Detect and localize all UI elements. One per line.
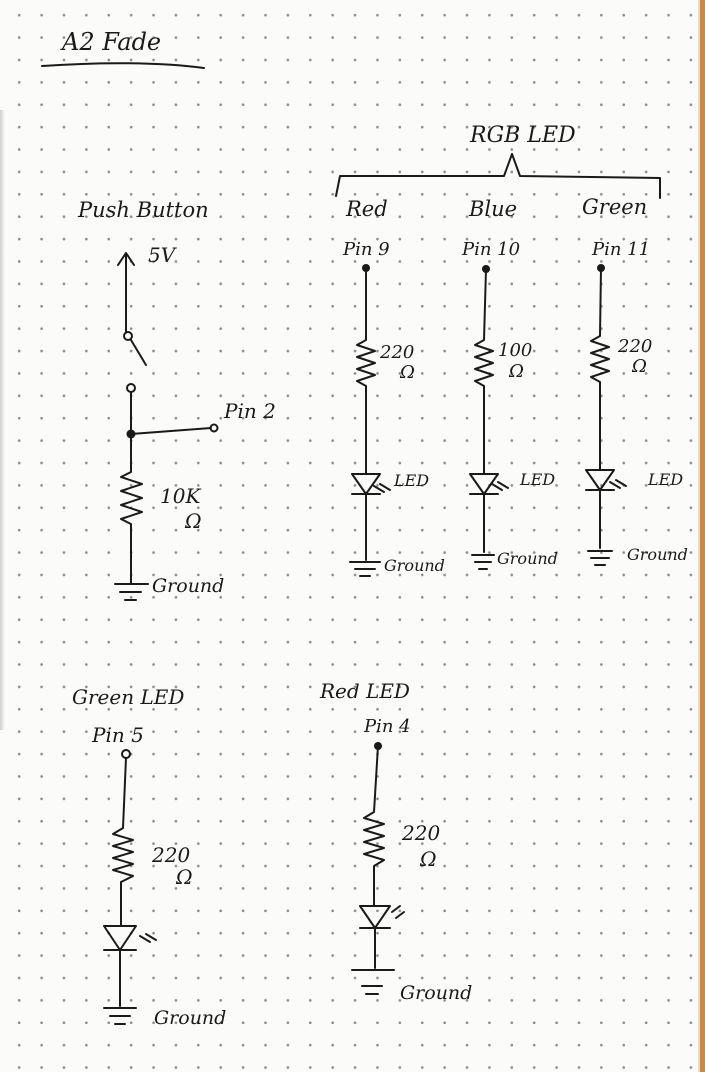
green-led-emission-icon [139, 933, 157, 943]
red-led-resistor-unit: Ω [419, 847, 437, 871]
red-led-resistor [363, 745, 385, 907]
rgb-green-led-icon [585, 469, 615, 549]
rgb-led-label: RGB LED [469, 123, 576, 148]
push-button-circuit: Push Button 5V Pin 2 10K Ω Ground [77, 198, 276, 601]
pin2-terminal [209, 423, 219, 433]
green-led-ground-icon [103, 1007, 137, 1025]
switch-contact-bottom [126, 383, 136, 393]
green-led-resistor-value: 220 [151, 843, 190, 867]
switch-lever [130, 339, 147, 366]
rgb-red-resistor [356, 267, 376, 475]
rgb-blue-ground-icon [471, 554, 495, 570]
green-led-label: Green LED [72, 685, 184, 709]
rgb-blue-emission-icon [491, 481, 509, 491]
rgb-green-resistor-unit: Ω [631, 356, 647, 377]
red-led-pin: Pin 4 [363, 716, 411, 737]
rgb-green-pin: Pin 11 [591, 239, 650, 260]
rgb-blue-ground-label: Ground [497, 549, 558, 568]
rgb-blue-resistor-unit: Ω [508, 361, 524, 382]
rgb-bracket [335, 153, 661, 199]
rgb-red-ground-icon [349, 561, 381, 577]
switch-contact-top [123, 331, 133, 341]
rgb-blue-label: Blue [468, 197, 517, 221]
red-led-emission-icon [391, 905, 405, 919]
rgb-red-channel: Red Pin 9 220 Ω LED Ground [342, 197, 445, 577]
rgb-red-ground-label: Ground [384, 556, 445, 575]
rgb-red-resistor-unit: Ω [399, 362, 415, 383]
rgb-blue-pin: Pin 10 [461, 239, 520, 260]
rgb-green-resistor-value: 220 [617, 336, 652, 357]
green-led-circuit: Green LED Pin 5 220 Ω Ground [72, 685, 226, 1029]
pulldown-resistor-unit: Ω [184, 509, 202, 533]
rgb-red-label: Red [345, 197, 388, 221]
red-led-resistor-value: 220 [401, 821, 440, 845]
page-title: A2 Fade [60, 28, 161, 56]
title-underline [41, 62, 205, 69]
rgb-led-group: RGB LED Red Pin 9 220 Ω LED Ground Blue … [335, 123, 688, 577]
red-led-label: Red LED [319, 679, 410, 703]
green-led-resistor-unit: Ω [175, 865, 193, 889]
page-fold-shadow [0, 110, 5, 730]
rgb-blue-channel: Blue Pin 10 100 Ω LED Ground [461, 197, 558, 570]
ground-label: Ground [152, 575, 224, 597]
push-button-label: Push Button [77, 198, 209, 222]
pin2-label: Pin 2 [223, 399, 276, 423]
ground-icon [114, 583, 149, 601]
green-led-ground-label: Ground [154, 1007, 226, 1029]
rgb-blue-resistor-value: 100 [498, 340, 532, 361]
green-led-icon [103, 925, 137, 1007]
rgb-red-led-label: LED [393, 471, 429, 490]
rgb-blue-resistor [474, 268, 494, 475]
rgb-red-resistor-value: 220 [379, 342, 414, 363]
red-led-icon [359, 905, 391, 969]
rgb-red-emission-icon [373, 483, 391, 493]
rgb-blue-led-label: LED [519, 470, 555, 489]
rgb-green-ground-icon [587, 550, 613, 566]
rgb-red-led-icon [351, 473, 381, 561]
rgb-red-pin: Pin 9 [342, 239, 390, 260]
rgb-green-channel: Green Pin 11 220 Ω LED Ground [582, 195, 688, 566]
pin2-wire [130, 427, 212, 435]
rgb-green-ground-label: Ground [627, 545, 688, 564]
green-led-pin: Pin 5 [91, 723, 144, 747]
supply-label: 5V [148, 243, 178, 267]
red-led-circuit: Red LED Pin 4 220 Ω Ground [319, 679, 472, 1004]
pin5-terminal [121, 749, 131, 759]
rgb-green-led-label: LED [647, 470, 683, 489]
pulldown-resistor-value: 10K [160, 484, 201, 508]
green-led-resistor [112, 757, 134, 927]
rgb-green-label: Green [582, 195, 647, 219]
pulldown-resistor [120, 433, 143, 585]
rgb-green-resistor [590, 267, 610, 471]
rgb-green-emission-icon [609, 479, 627, 489]
red-led-ground-label: Ground [400, 982, 472, 1004]
red-led-ground-icon [351, 969, 395, 995]
